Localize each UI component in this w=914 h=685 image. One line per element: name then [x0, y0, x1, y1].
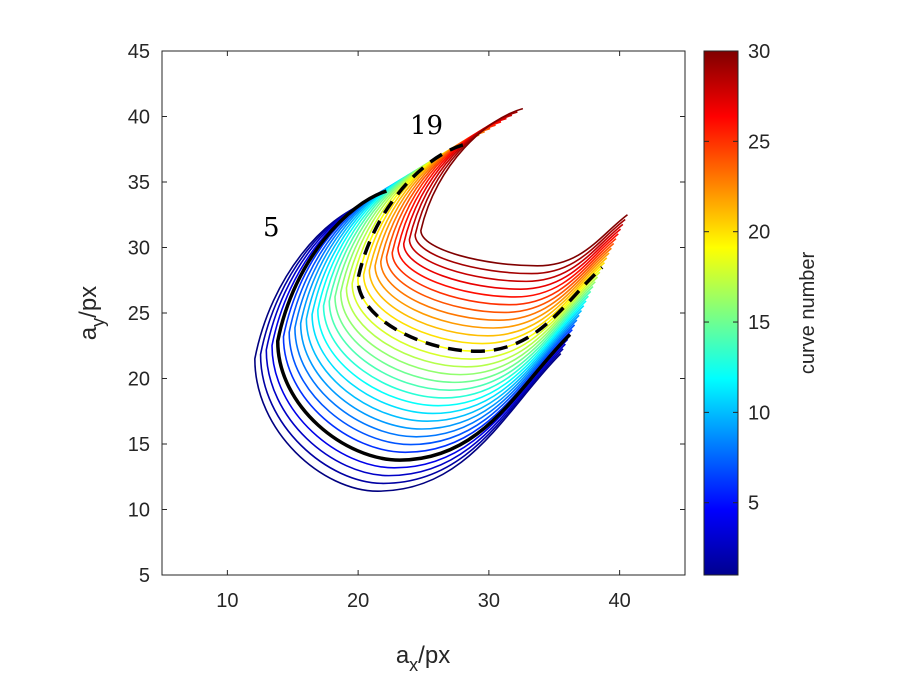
colorbar-ticks: 5 10 15 20 25 30	[704, 41, 770, 515]
colorbar-tick-label: 25	[748, 131, 770, 153]
y-tick-label: 20	[128, 369, 150, 391]
highlight-group	[275, 143, 604, 462]
colorbar-label: curve number	[797, 252, 819, 375]
y-tick-label: 15	[128, 434, 150, 456]
curve-1	[254, 203, 562, 492]
curve-29	[414, 111, 626, 275]
curve-30	[420, 107, 628, 267]
colorbar-tick-label: 15	[748, 312, 770, 334]
y-axis-label-unit: /px	[75, 286, 102, 318]
curve-28	[408, 114, 624, 283]
y-tick-label: 30	[128, 238, 150, 260]
curve-27	[402, 117, 622, 290]
y-axis-label-subscript: y	[88, 318, 108, 327]
colorbar-tick-label: 5	[748, 493, 759, 515]
colorbar-tick-label: 10	[748, 402, 770, 424]
curve-2	[259, 200, 564, 485]
curve-20	[362, 140, 606, 345]
curve-8	[294, 180, 578, 438]
x-axis-label-subscript: x	[409, 655, 418, 675]
curve-10	[305, 173, 583, 423]
y-axis-label: ay/px	[75, 286, 108, 340]
x-tick-label: 40	[609, 590, 631, 612]
curve-17	[345, 150, 599, 368]
curve-26	[397, 121, 619, 298]
curves-group	[254, 107, 628, 492]
y-tick-label: 40	[128, 107, 150, 129]
x-axis-label-unit: /px	[418, 642, 450, 669]
y-tick-label: 25	[128, 303, 150, 325]
annotation-19: 19	[410, 111, 443, 141]
curve-15	[334, 157, 594, 384]
y-tick-label: 10	[128, 500, 150, 522]
curve-16	[339, 154, 596, 376]
x-axis-label: ax/px	[396, 642, 450, 675]
curve-11	[311, 170, 585, 415]
curve-12	[317, 167, 587, 407]
curve-14	[328, 160, 592, 391]
curve-3	[265, 196, 566, 477]
x-tick-label: 10	[216, 590, 238, 612]
curve-23	[380, 130, 612, 322]
colorbar	[703, 50, 739, 576]
highlight-curve-5	[275, 189, 572, 462]
y-tick-label: 35	[128, 172, 150, 194]
curve-6	[282, 187, 573, 454]
y-axis: 5 10 15 20 25 30 35 40 45	[128, 41, 685, 587]
annotation-5: 5	[263, 213, 280, 243]
highlight-curve-19	[356, 143, 604, 354]
curve-13	[322, 163, 589, 399]
x-axis: 10 20 30 40	[216, 51, 631, 612]
curve-24	[385, 127, 615, 314]
curve-18	[351, 147, 601, 360]
curve-22	[374, 134, 610, 329]
y-tick-label: 45	[128, 41, 150, 63]
colorbar-tick-label: 30	[748, 41, 770, 63]
curve-21	[368, 137, 608, 337]
plot-area	[162, 51, 685, 575]
curve-9	[299, 177, 580, 430]
y-tick-label: 5	[139, 565, 150, 587]
colorbar-tick-label: 20	[748, 222, 770, 244]
x-tick-label: 30	[478, 590, 500, 612]
curve-4	[271, 193, 569, 469]
curve-25	[391, 124, 617, 306]
curve-7	[288, 183, 576, 446]
x-tick-label: 20	[347, 590, 369, 612]
